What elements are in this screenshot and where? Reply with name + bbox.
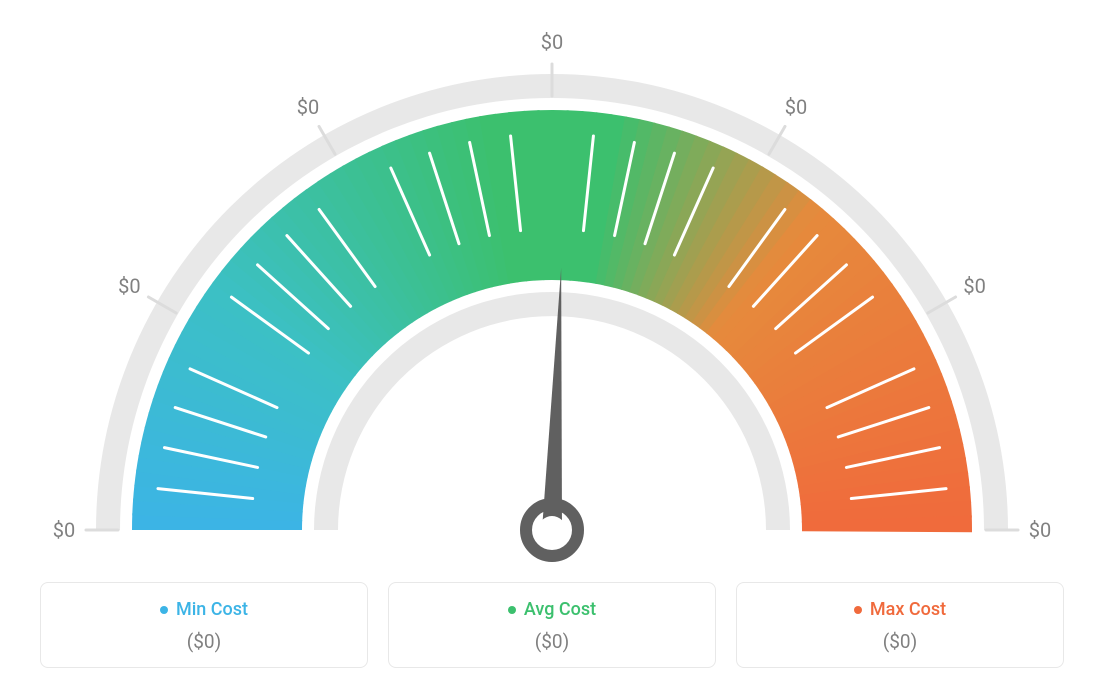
legend-dot-avg [508, 606, 516, 614]
legend-value-max: ($0) [747, 630, 1053, 653]
legend-card-max: Max Cost ($0) [736, 582, 1064, 669]
gauge-svg [52, 20, 1052, 580]
legend-dot-max [854, 606, 862, 614]
legend-value-min: ($0) [51, 630, 357, 653]
legend-label-min: Min Cost [176, 599, 248, 620]
gauge-tick-label: $0 [541, 30, 563, 54]
legend-row: Min Cost ($0) Avg Cost ($0) Max Cost ($0… [40, 582, 1064, 669]
gauge-tick-label: $0 [1029, 518, 1051, 542]
legend-value-avg: ($0) [399, 630, 705, 653]
gauge-tick-label: $0 [785, 95, 807, 119]
legend-card-min: Min Cost ($0) [40, 582, 368, 669]
gauge-tick-label: $0 [963, 274, 985, 298]
gauge-chart: $0 $0 $0 $0 $0 $0 $0 [52, 20, 1052, 580]
legend-title-avg: Avg Cost [508, 599, 596, 620]
gauge-tick-label: $0 [297, 95, 319, 119]
legend-card-avg: Avg Cost ($0) [388, 582, 716, 669]
legend-label-max: Max Cost [870, 599, 946, 620]
gauge-tick-label: $0 [118, 274, 140, 298]
legend-title-max: Max Cost [854, 599, 946, 620]
legend-dot-min [160, 606, 168, 614]
legend-title-min: Min Cost [160, 599, 248, 620]
gauge-tick-label: $0 [53, 518, 75, 542]
legend-label-avg: Avg Cost [524, 599, 596, 620]
